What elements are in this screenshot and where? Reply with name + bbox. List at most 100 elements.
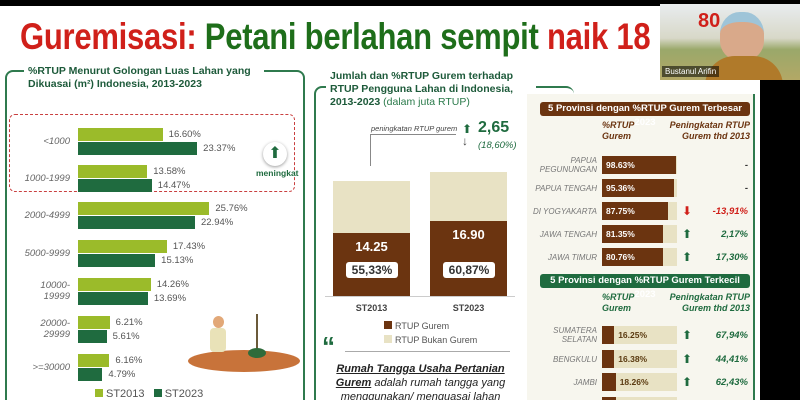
category-label: ST2023 — [452, 303, 485, 313]
speaker-figure — [720, 12, 764, 60]
bar-st2013 — [78, 128, 163, 141]
pct-bar-fill — [602, 326, 615, 344]
pct-bar-track — [602, 397, 677, 400]
category-label-line: >=30000 — [32, 362, 70, 373]
pct-bar-fill — [602, 225, 663, 243]
up-down-arrow-icon: ⬆ ↓ — [462, 122, 473, 148]
increase-value: 62,43% — [715, 377, 748, 388]
pct-bar-track: 95.36% — [602, 179, 677, 197]
pct-bar-track: 81.35% — [602, 225, 677, 243]
category-label-line: 5000-9999 — [24, 248, 70, 259]
bar-bukan-gurem — [333, 181, 410, 233]
pct-label: 95.36% — [606, 183, 635, 193]
data-label: 6.21% — [115, 317, 143, 328]
quote-line: menggunakan/ menguasai lahan — [340, 391, 501, 400]
category-label: >=30000 — [8, 362, 70, 373]
event-banner: 80 — [698, 10, 721, 32]
presentation-slide: Guremisasi: Petani berlahan sempit naik … — [0, 6, 760, 400]
column-header-pct: %RTUP Gurem — [602, 292, 635, 313]
category-label: 1000-1999 — [8, 173, 70, 184]
data-label: 15.13% — [161, 255, 194, 266]
gurem-value: 14.25 — [355, 238, 388, 254]
category-label: 20000- 29999 — [8, 318, 70, 340]
bar-st2013 — [78, 202, 210, 215]
down-arrow-icon: ⬇ — [682, 204, 693, 218]
category-label-line: 1000-1999 — [24, 173, 70, 184]
column-header-increase: Peningkatan RTUP Gurem thd 2013 — [669, 292, 750, 313]
pct-label: 87.75% — [606, 206, 635, 216]
province-label: JAWA TIMUR — [547, 253, 597, 262]
increase-value: 2,65 — [478, 119, 510, 136]
bar-st2023 — [78, 254, 156, 267]
speaker-name: Bustanul Arifin — [662, 66, 720, 77]
increase-value: -13,91% — [712, 206, 748, 217]
bar-st2013 — [78, 278, 151, 291]
bar-st2023 — [78, 368, 103, 381]
farmer-illustration — [188, 314, 300, 372]
data-label: 17.43% — [172, 241, 206, 252]
column-header-increase: Peningkatan RTUP Gurem thd 2013 — [669, 120, 750, 141]
up-arrow-icon: ⬆ — [682, 250, 693, 264]
pct-label: 16.25% — [618, 330, 648, 340]
quote-icon: “ — [322, 331, 335, 361]
province-label: PAPUA TENGAH — [535, 184, 597, 193]
legend-swatch-st2023 — [153, 389, 162, 397]
increase-bracket — [370, 134, 456, 166]
data-label: 5.61% — [112, 331, 140, 342]
increase-label: peningkatan RTUP gurem — [371, 124, 458, 133]
middle-legend: RTUP Gurem RTUP Bukan Gurem — [384, 319, 477, 347]
quote-line: adalah rumah tangga yang — [371, 377, 506, 389]
bar-st2023 — [78, 142, 198, 155]
table-title: 5 Provinsi dengan %RTUP Gurem Terkecil 2… — [540, 274, 750, 300]
increase-value: 44,41% — [715, 354, 748, 365]
legend-label: ST2013 — [106, 388, 145, 400]
quote-term: Gurem — [335, 377, 372, 389]
gurem-value: 16.90 — [452, 226, 485, 242]
up-arrow-icon: ⬆ — [682, 328, 693, 342]
quote-line: Rumah Tangga Usaha Pertanian — [336, 363, 505, 375]
legend-label: RTUP Gurem — [395, 321, 450, 331]
pct-bar-track: 16.25% — [602, 326, 677, 344]
bar-st2023 — [78, 179, 152, 192]
title-part: Petani berlahan sempit — [204, 16, 539, 57]
province-label: JAMBI — [573, 378, 597, 387]
data-label: 14.26% — [156, 279, 189, 290]
bar-bukan-gurem — [430, 172, 507, 221]
meningkat-label: meningkat — [256, 168, 299, 178]
up-arrow-icon: ⬆ — [682, 375, 693, 389]
gurem-pct-label: 55,33% — [346, 261, 398, 278]
province-label: PAPUA PEGUNUNGAN — [539, 156, 597, 174]
data-label: 13.58% — [153, 166, 186, 177]
legend-label: ST2023 — [164, 388, 204, 400]
quote-divider — [345, 351, 510, 352]
table-title: 5 Provinsi dengan %RTUP Gurem Terbesar 2… — [540, 102, 750, 128]
data-label: 4.79% — [108, 369, 136, 380]
data-label: 14.47% — [157, 180, 191, 191]
middle-chart-title: Jumlah dan %RTUP Gurem terhadap RTUP Pen… — [326, 70, 536, 109]
category-label: 5000-9999 — [8, 248, 70, 259]
legend-swatch-bukan-gurem — [384, 335, 392, 343]
pct-bar-fill — [602, 156, 676, 174]
up-arrow-icon: ⬆ — [263, 142, 287, 166]
pct-bar-track: 18.26% — [602, 373, 677, 391]
category-label: ST2013 — [355, 303, 388, 313]
increase-pct: (18,60%) — [478, 140, 517, 151]
category-label-line: 10000- — [40, 280, 70, 291]
data-label: 6.16% — [115, 355, 143, 366]
pct-bar-fill — [602, 202, 668, 220]
category-label-line: 29999 — [43, 329, 70, 340]
bar-st2013 — [78, 165, 148, 178]
bar-st2013 — [78, 354, 110, 367]
bar-st2013 — [78, 316, 110, 329]
legend-swatch-st2013 — [95, 389, 103, 397]
bar-st2023 — [78, 330, 107, 343]
baseline — [325, 296, 515, 297]
up-arrow-icon: ⬆ — [682, 227, 693, 241]
pct-label: 98.63% — [606, 160, 635, 170]
increase-value: 2,17% — [721, 229, 748, 240]
pct-bar-track: 87.75% — [602, 202, 677, 220]
left-legend: ST2013 ST2023 — [95, 388, 203, 400]
category-label: 10000- 19999 — [8, 280, 70, 302]
category-label-line: 20000- — [40, 318, 70, 329]
column-header-pct: %RTUP Gurem — [602, 120, 635, 141]
